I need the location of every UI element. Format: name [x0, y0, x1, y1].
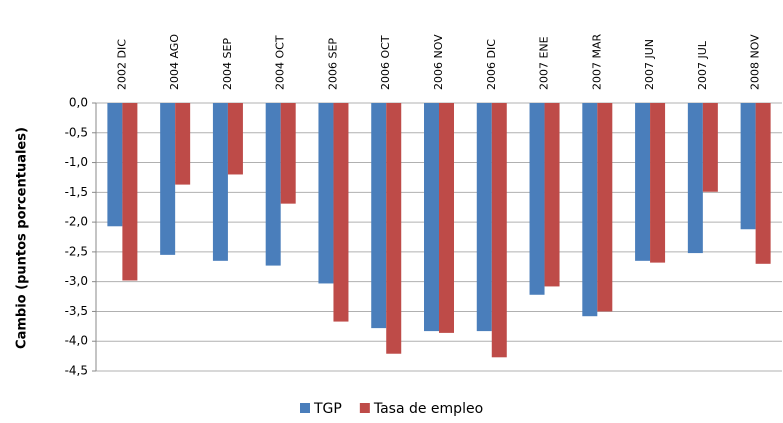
- bar: [227, 103, 243, 175]
- legend-swatch: [300, 403, 310, 413]
- bar: [386, 103, 402, 354]
- x-tick-label: 2007 MAR: [590, 33, 603, 90]
- y-axis-title: Cambio (puntos porcentuales): [15, 127, 30, 349]
- y-tick-label: -3,0: [65, 274, 88, 288]
- bar: [212, 103, 228, 261]
- x-tick-label: 2008 NOV: [749, 34, 762, 90]
- bar: [529, 103, 545, 295]
- bar: [107, 103, 123, 227]
- x-tick-label: 2007 JUN: [643, 39, 656, 90]
- bar: [280, 103, 296, 204]
- bar: [476, 103, 492, 332]
- legend-label: TGP: [313, 401, 342, 417]
- x-tick-label: 2004 AGO: [168, 34, 181, 90]
- x-tick-label: 2002 DIC: [115, 39, 128, 90]
- y-tick-label: -2,0: [65, 215, 88, 229]
- bar: [582, 103, 598, 317]
- x-tick-label: 2004 OCT: [274, 35, 287, 90]
- x-tick-label: 2006 NOV: [432, 34, 445, 90]
- y-tick-label: -0,5: [65, 125, 88, 139]
- x-tick-label: 2004 SEP: [221, 38, 234, 90]
- bar: [687, 103, 703, 254]
- bar: [597, 103, 613, 312]
- bar: [635, 103, 651, 261]
- bar: [439, 103, 454, 333]
- y-tick-label: -1,5: [65, 185, 88, 199]
- y-tick-label: -3,5: [65, 304, 88, 318]
- bar: [491, 103, 507, 358]
- legend-swatch: [359, 403, 370, 413]
- bar: [175, 103, 191, 185]
- bar: [650, 103, 666, 263]
- y-tick-label: -2,5: [65, 244, 88, 258]
- y-tick-label: -1,0: [65, 155, 88, 169]
- legend-label: Tasa de empleo: [373, 401, 483, 417]
- bar: [122, 103, 138, 281]
- x-tick-label: 2006 SEP: [326, 38, 339, 90]
- bar: [160, 103, 176, 255]
- bar: [424, 103, 439, 332]
- bar: [740, 103, 756, 230]
- y-tick-label: 0,0: [69, 96, 88, 110]
- bar: [755, 103, 771, 264]
- x-tick-label: 2006 DIC: [485, 39, 498, 90]
- y-tick-label: -4,5: [65, 364, 88, 378]
- bar: [318, 103, 334, 284]
- bar: [544, 103, 560, 287]
- y-tick-label: -4,0: [65, 334, 88, 348]
- bar: [333, 103, 349, 322]
- bar: [265, 103, 281, 266]
- x-tick-label: 2007 JUL: [696, 40, 709, 90]
- bar: [371, 103, 387, 329]
- bar: [702, 103, 718, 192]
- x-tick-label: 2006 OCT: [379, 35, 392, 90]
- x-tick-label: 2007 ENE: [538, 36, 551, 90]
